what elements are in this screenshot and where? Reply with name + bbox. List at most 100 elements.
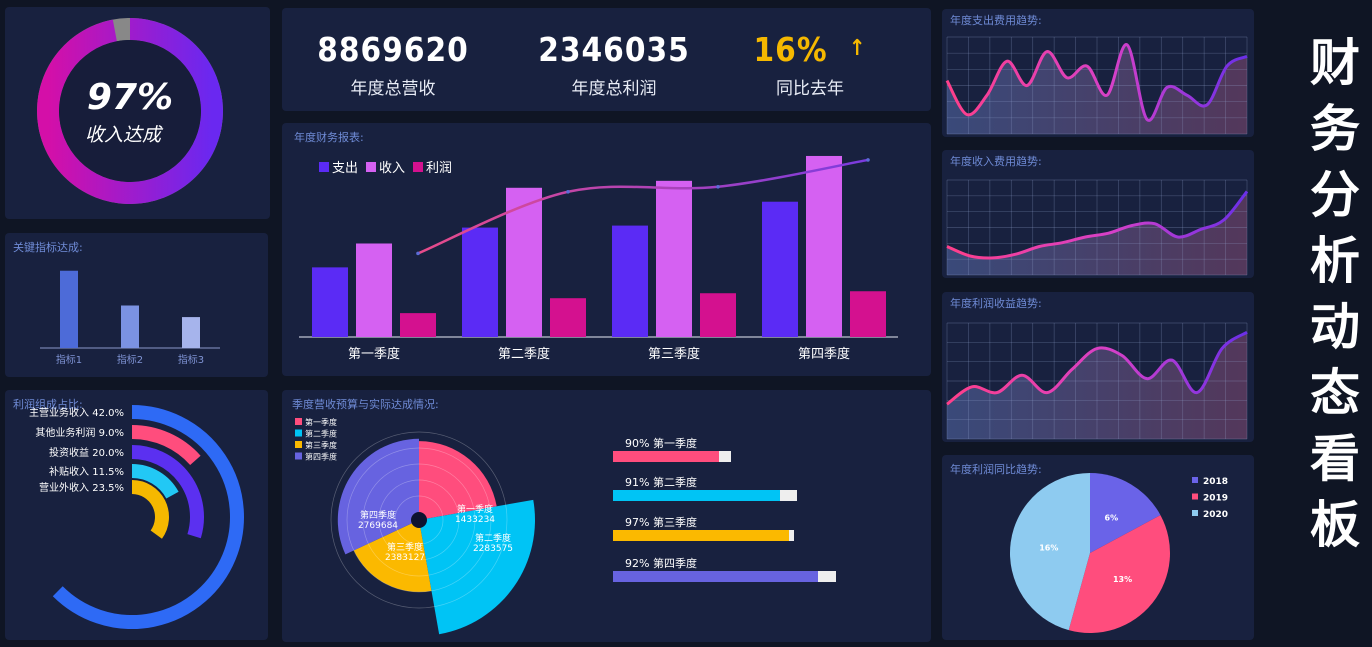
kpi-panel: 8869620 年度总营收 2346035 年度总利润 16% ↑ 同比去年	[282, 8, 931, 111]
rose-ring	[346, 447, 492, 593]
pie-legend-swatch	[1192, 493, 1198, 500]
composition-label: 其他业务利润 9.0%	[35, 426, 124, 439]
gauge-panel: 97% 收入达成	[5, 7, 270, 219]
legend-label: 收入	[379, 161, 405, 176]
kpi-yoy: 16% ↑	[710, 30, 910, 69]
rose-legend-label: 第二季度	[305, 429, 337, 439]
composition-label: 补贴收入 11.5%	[49, 465, 124, 478]
composition-arc	[131, 425, 201, 466]
dashboard-title-char: 析	[1310, 232, 1360, 290]
trend-line	[946, 190, 1249, 260]
rose-sector	[337, 438, 419, 555]
gauge-chart: 97% 收入达成	[37, 18, 223, 204]
progress-track	[613, 490, 797, 501]
pie-legend-label: 2018	[1203, 477, 1228, 487]
profit-trend-line	[417, 158, 869, 255]
report-bar	[312, 267, 348, 337]
rose-ring	[378, 479, 460, 561]
dashboard-title-char: 财	[1310, 34, 1360, 92]
dashboard-title-char: 看	[1310, 430, 1360, 488]
progress-fill	[613, 490, 781, 501]
trend-area	[947, 44, 1247, 134]
trend-expense-title: 年度支出费用趋势:	[950, 14, 1042, 27]
indicator-label: 指标2	[117, 353, 143, 366]
dashboard-title: 财 务 分 析 动 态 看 板	[1300, 30, 1370, 558]
trend-expense-chart	[945, 36, 1248, 135]
gauge-inner	[59, 40, 201, 182]
composition-arc	[131, 480, 169, 539]
rose-legend-label: 第三季度	[305, 440, 337, 450]
trend-point	[716, 184, 720, 189]
legend-label: 支出	[332, 161, 358, 176]
composition-label: 主营业务收入 42.0%	[29, 406, 124, 419]
pie-slice-label: 6%	[1105, 513, 1119, 522]
pie-slice	[1090, 473, 1161, 553]
gauge-caption: 收入达成	[85, 124, 164, 146]
progress-track	[613, 451, 731, 462]
indicator-bar	[121, 305, 139, 348]
pie-legend-swatch	[1192, 510, 1198, 516]
progress-fill	[613, 571, 819, 582]
report-bar	[462, 227, 498, 337]
progress-label: 97% 第三季度	[625, 516, 697, 529]
profit-composition-panel: 利润组成占比: 主营业务收入 42.0% 其他业务利润 9.0% 投资收益 20.0…	[5, 390, 268, 640]
composition-arc	[131, 464, 179, 499]
profit-composition-title: 利润组成占比:	[13, 398, 83, 411]
rose-ring	[362, 463, 476, 577]
quarter-budget-title: 季度营收预算与实际达成情况:	[292, 398, 439, 411]
indicator-label: 指标1	[56, 353, 82, 366]
rose-legend-swatch	[295, 418, 302, 425]
dashboard-title-char: 务	[1310, 100, 1360, 158]
quarter-label: 第四季度	[798, 346, 850, 362]
quarter-rose-chart: 第一季度第二季度第三季度第四季度第一季度1433234第二季度2283575第三…	[295, 417, 536, 635]
composition-arc	[52, 405, 244, 629]
kpi-revenue-value: 8869620	[317, 30, 469, 69]
key-indicators-title: 关键指标达成:	[13, 241, 83, 254]
pie-legend-swatch	[1192, 477, 1198, 483]
composition-arc	[131, 445, 204, 539]
rose-sector-name: 第四季度	[360, 509, 396, 521]
trend-profit-chart	[946, 322, 1248, 440]
pie-slice	[1009, 473, 1090, 631]
progress-label: 91% 第二季度	[625, 476, 697, 489]
key-indicators-panel: 关键指标达成: 指标1 指标2 指标3	[5, 233, 268, 377]
annual-report-panel: 年度财务报表: 支出 收入 利润 第一季度 第二季度 第三季度 第四季度	[282, 123, 931, 376]
report-bar	[400, 313, 436, 337]
progress-fill	[613, 451, 720, 462]
rose-legend-label: 第四季度	[305, 452, 337, 462]
trend-profit-panel: 年度利润收益趋势:	[942, 292, 1254, 442]
legend-label: 利润	[426, 161, 452, 176]
pie-legend-label: 2019	[1203, 494, 1228, 504]
rose-sector-name: 第一季度	[457, 503, 493, 515]
arrow-up-icon: ↑	[848, 36, 867, 61]
rose-sector	[419, 499, 536, 635]
profit-composition-chart: 主营业务收入 42.0% 其他业务利润 9.0% 投资收益 20.0% 补贴收入 11…	[29, 405, 244, 629]
kpi-yoy-label: 同比去年	[776, 79, 844, 99]
trend-expense-panel: 年度支出费用趋势:	[942, 9, 1254, 137]
trend-line	[946, 330, 1248, 406]
rose-sector	[353, 520, 432, 592]
report-bar	[806, 155, 842, 337]
kpi-revenue-label: 年度总营收	[350, 79, 436, 99]
trend-point	[416, 251, 420, 256]
yoy-pie-title: 年度利润同比趋势:	[950, 463, 1042, 476]
gauge-arc	[37, 18, 223, 204]
trend-point	[866, 158, 870, 162]
report-bar	[762, 201, 798, 337]
rose-sector-value: 2383127	[385, 553, 425, 563]
quarter-label: 第三季度	[648, 346, 700, 362]
quarter-budget-panel: 季度营收预算与实际达成情况: 第一季度 第二季度 第三季度 第四季度 第一季度 14332…	[282, 390, 931, 642]
rose-center	[411, 512, 427, 528]
yoy-pie-chart: 6% 13% 16% 2018 2019 2020	[1009, 473, 1228, 634]
progress-fill	[613, 530, 789, 541]
composition-label: 投资收益 20.0%	[49, 446, 124, 459]
rose-sector-value: 2769684	[358, 521, 398, 531]
dashboard-title-char: 态	[1310, 364, 1360, 422]
dashboard-title-char: 动	[1310, 298, 1360, 356]
rose-legend-swatch	[295, 452, 302, 460]
progress-track	[613, 571, 836, 582]
rose-legend-swatch	[295, 441, 302, 448]
rose-sector-value: 1433234	[455, 515, 495, 525]
report-bar	[356, 243, 392, 337]
